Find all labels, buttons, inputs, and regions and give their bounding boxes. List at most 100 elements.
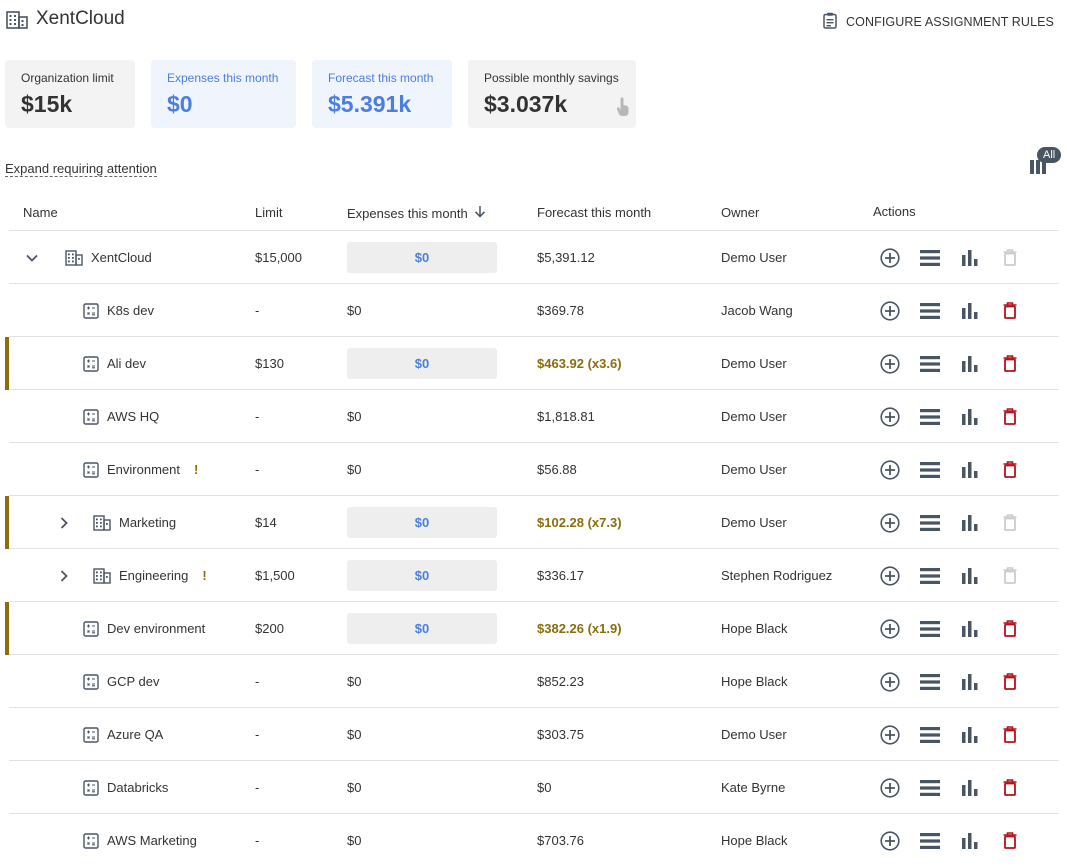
name-cell: XentCloud xyxy=(23,231,152,284)
possible-monthly-savings-card[interactable]: Possible monthly savings $3.037k xyxy=(468,60,636,128)
expenses-value[interactable]: $0 xyxy=(347,507,497,538)
pool-icon xyxy=(83,355,99,372)
bar-chart-icon[interactable] xyxy=(960,672,980,692)
actions-cell xyxy=(880,602,1020,655)
row-name[interactable]: K8s dev xyxy=(107,303,154,318)
name-cell: K8s dev xyxy=(83,284,154,337)
attention-marker xyxy=(5,496,9,549)
row-name[interactable]: Ali dev xyxy=(107,356,147,371)
add-plus-icon[interactable] xyxy=(880,565,900,586)
limit-cell: - xyxy=(255,833,260,848)
expenses-value[interactable]: $0 xyxy=(347,560,497,591)
add-plus-icon[interactable] xyxy=(880,618,900,639)
add-plus-icon[interactable] xyxy=(880,300,900,321)
chevron-down-icon[interactable] xyxy=(23,253,41,263)
expenses-this-month-card[interactable]: Expenses this month $0 xyxy=(151,60,296,128)
row-name[interactable]: Databricks xyxy=(107,780,169,795)
list-icon[interactable] xyxy=(920,672,940,692)
list-icon[interactable] xyxy=(920,460,940,480)
add-plus-icon[interactable] xyxy=(880,406,900,427)
summary-cards: Organization limit $15k Expenses this mo… xyxy=(5,60,652,128)
bar-chart-icon[interactable] xyxy=(960,301,980,321)
bar-chart-icon[interactable] xyxy=(960,619,980,639)
add-plus-icon[interactable] xyxy=(880,724,900,745)
column-header-limit[interactable]: Limit xyxy=(255,205,283,220)
row-name[interactable]: Azure QA xyxy=(107,727,164,742)
add-plus-icon[interactable] xyxy=(880,671,900,692)
forecast-cell: $369.78 xyxy=(537,303,584,318)
add-plus-icon[interactable] xyxy=(880,459,900,480)
add-plus-icon[interactable] xyxy=(880,512,900,533)
list-icon[interactable] xyxy=(920,778,940,798)
column-header-name[interactable]: Name xyxy=(23,205,58,220)
row-name[interactable]: GCP dev xyxy=(107,674,160,689)
chevron-right-icon[interactable] xyxy=(55,516,73,530)
column-header-expenses[interactable]: Expenses this month xyxy=(347,205,486,221)
pool-icon xyxy=(83,461,99,478)
name-cell: GCP dev xyxy=(83,655,160,708)
table-row: AWS Marketing - $0 $703.76 Hope Black xyxy=(9,814,1059,866)
row-name[interactable]: AWS HQ xyxy=(107,409,160,424)
bar-chart-icon[interactable] xyxy=(960,248,980,268)
delete-trash-icon[interactable] xyxy=(1000,725,1020,745)
list-icon[interactable] xyxy=(920,513,940,533)
row-name[interactable]: AWS Marketing xyxy=(107,833,197,848)
delete-trash-icon[interactable] xyxy=(1000,778,1020,798)
expand-requiring-attention-link[interactable]: Expand requiring attention xyxy=(5,161,157,177)
forecast-this-month-card[interactable]: Forecast this month $5.391k xyxy=(312,60,452,128)
organization-icon xyxy=(65,249,83,266)
card-value: $0 xyxy=(167,91,193,117)
add-plus-icon[interactable] xyxy=(880,247,900,268)
row-name[interactable]: Dev environment xyxy=(107,621,206,636)
forecast-cell: $463.92 (x3.6) xyxy=(537,356,622,371)
expenses-cell: $0 xyxy=(347,303,362,318)
delete-trash-icon[interactable] xyxy=(1000,672,1020,692)
expenses-cell: $0 xyxy=(347,337,497,390)
chevron-right-icon[interactable] xyxy=(55,569,73,583)
delete-trash-icon[interactable] xyxy=(1000,407,1020,427)
column-selector-button[interactable]: All xyxy=(1029,146,1067,176)
row-name[interactable]: XentCloud xyxy=(91,250,152,265)
column-header-owner[interactable]: Owner xyxy=(721,205,760,220)
bar-chart-icon[interactable] xyxy=(960,831,980,851)
bar-chart-icon[interactable] xyxy=(960,460,980,480)
add-plus-icon[interactable] xyxy=(880,777,900,798)
delete-trash-icon[interactable] xyxy=(1000,354,1020,374)
forecast-cell: $5,391.12 xyxy=(537,250,595,265)
list-icon[interactable] xyxy=(920,248,940,268)
bar-chart-icon[interactable] xyxy=(960,513,980,533)
row-name[interactable]: Engineering xyxy=(119,568,189,583)
bar-chart-icon[interactable] xyxy=(960,407,980,427)
bar-chart-icon[interactable] xyxy=(960,725,980,745)
expenses-value[interactable]: $0 xyxy=(347,242,497,273)
owner-cell: Demo User xyxy=(721,462,787,477)
expenses-cell: $0 xyxy=(347,409,362,424)
configure-assignment-rules-button[interactable]: CONFIGURE ASSIGNMENT RULES xyxy=(822,12,1054,32)
add-plus-icon[interactable] xyxy=(880,353,900,374)
delete-trash-icon[interactable] xyxy=(1000,619,1020,639)
delete-trash-icon[interactable] xyxy=(1000,460,1020,480)
delete-trash-icon[interactable] xyxy=(1000,831,1020,851)
forecast-cell: $852.23 xyxy=(537,674,584,689)
list-icon[interactable] xyxy=(920,566,940,586)
bar-chart-icon[interactable] xyxy=(960,566,980,586)
row-name[interactable]: Marketing xyxy=(119,515,177,530)
bar-chart-icon[interactable] xyxy=(960,778,980,798)
expenses-value[interactable]: $0 xyxy=(347,613,497,644)
add-plus-icon[interactable] xyxy=(880,830,900,851)
forecast-cell: $102.28 (x7.3) xyxy=(537,515,622,530)
expenses-value[interactable]: $0 xyxy=(347,348,497,379)
pool-icon xyxy=(83,726,99,743)
column-header-forecast[interactable]: Forecast this month xyxy=(537,205,652,220)
expenses-cell: $0 xyxy=(347,496,497,549)
list-icon[interactable] xyxy=(920,619,940,639)
list-icon[interactable] xyxy=(920,407,940,427)
list-icon[interactable] xyxy=(920,831,940,851)
limit-cell: $130 xyxy=(255,356,284,371)
list-icon[interactable] xyxy=(920,725,940,745)
list-icon[interactable] xyxy=(920,301,940,321)
bar-chart-icon[interactable] xyxy=(960,354,980,374)
list-icon[interactable] xyxy=(920,354,940,374)
delete-trash-icon[interactable] xyxy=(1000,301,1020,321)
row-name[interactable]: Environment xyxy=(107,462,180,477)
